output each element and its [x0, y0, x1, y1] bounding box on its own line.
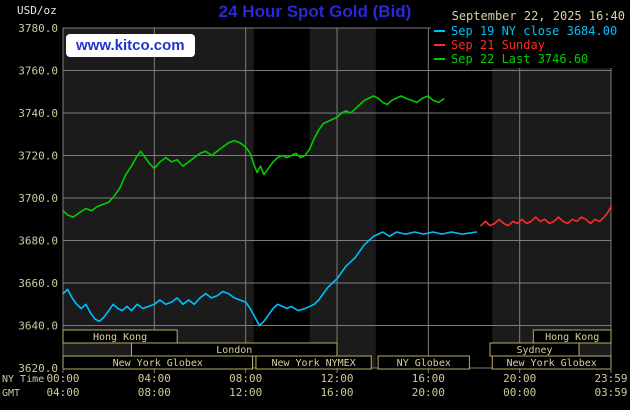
kitco-logo-link[interactable]: www.kitco.com	[66, 34, 195, 57]
session-box	[491, 355, 612, 370]
session-label: Hong Kong	[93, 332, 147, 343]
session-label: New York Globex	[113, 358, 203, 369]
session-label: Hong Kong	[545, 332, 599, 343]
chart-legend: Sep 19 NY close 3684.00 Sep 21 Sunday Se…	[431, 23, 621, 68]
y-axis-label: 3700.0	[18, 192, 58, 205]
x-label-gmt: 20:00	[412, 386, 445, 399]
y-axis-label: 3740.0	[18, 107, 58, 120]
session-box	[62, 355, 254, 370]
legend-item-ny-close: Sep 19 NY close 3684.00	[434, 24, 617, 38]
x-label-ny: 08:00	[229, 372, 262, 385]
y-axis-label: 3760.0	[18, 65, 58, 78]
session-box	[377, 355, 470, 370]
legend-item-sunday: Sep 21 Sunday	[434, 38, 617, 52]
x-label-gmt: 12:00	[229, 386, 262, 399]
y-axis-label: 3780.0	[18, 22, 58, 35]
x-label-ny: 04:00	[138, 372, 171, 385]
x-axis-row-name-ny-time: NY Time	[2, 374, 44, 385]
x-label-gmt: 00:00	[503, 386, 536, 399]
chart-datetime: September 22, 2025 16:40	[451, 9, 625, 23]
red-line-swatch-icon	[434, 44, 445, 46]
session-label: London	[216, 345, 252, 356]
session-label: New York Globex	[506, 358, 596, 369]
legend-label-sunday: Sep 21 Sunday	[451, 38, 545, 52]
session-label: New York NYMEX	[271, 358, 355, 369]
cyan-line-swatch-icon	[434, 30, 445, 32]
x-axis-row-name-gmt: GMT	[2, 388, 20, 399]
x-label-ny: 20:00	[503, 372, 536, 385]
series-sep21-sunday	[480, 205, 612, 227]
x-label-ny: 12:00	[320, 372, 353, 385]
series-sep19-ny-close	[62, 231, 478, 327]
x-label-gmt: 16:00	[320, 386, 353, 399]
x-label-ny: 23:59	[594, 372, 627, 385]
x-label-gmt: 04:00	[46, 386, 79, 399]
legend-label-last: Sep 22 Last 3746.60	[451, 52, 589, 66]
legend-item-last: Sep 22 Last 3746.60	[434, 52, 617, 66]
y-axis-label: 3660.0	[18, 277, 58, 290]
session-box	[62, 329, 178, 344]
series-sep22-last	[62, 95, 445, 218]
legend-label-ny-close: Sep 19 NY close 3684.00	[451, 24, 618, 38]
x-label-ny: 00:00	[46, 372, 79, 385]
session-box	[255, 355, 372, 370]
session-label: NY Globex	[397, 358, 451, 369]
x-label-gmt: 03:59	[594, 386, 627, 399]
chart-title: 24 Hour Spot Gold (Bid)	[218, 2, 412, 21]
price-unit-label: USD/oz	[17, 4, 57, 17]
green-line-swatch-icon	[434, 58, 445, 60]
y-axis-label: 3620.0	[18, 362, 58, 375]
session-label: Sydney	[516, 345, 552, 356]
y-axis-label: 3720.0	[18, 150, 58, 163]
y-axis-label: 3680.0	[18, 235, 58, 248]
x-label-ny: 16:00	[412, 372, 445, 385]
y-axis-label: 3640.0	[18, 320, 58, 333]
x-label-gmt: 08:00	[138, 386, 171, 399]
